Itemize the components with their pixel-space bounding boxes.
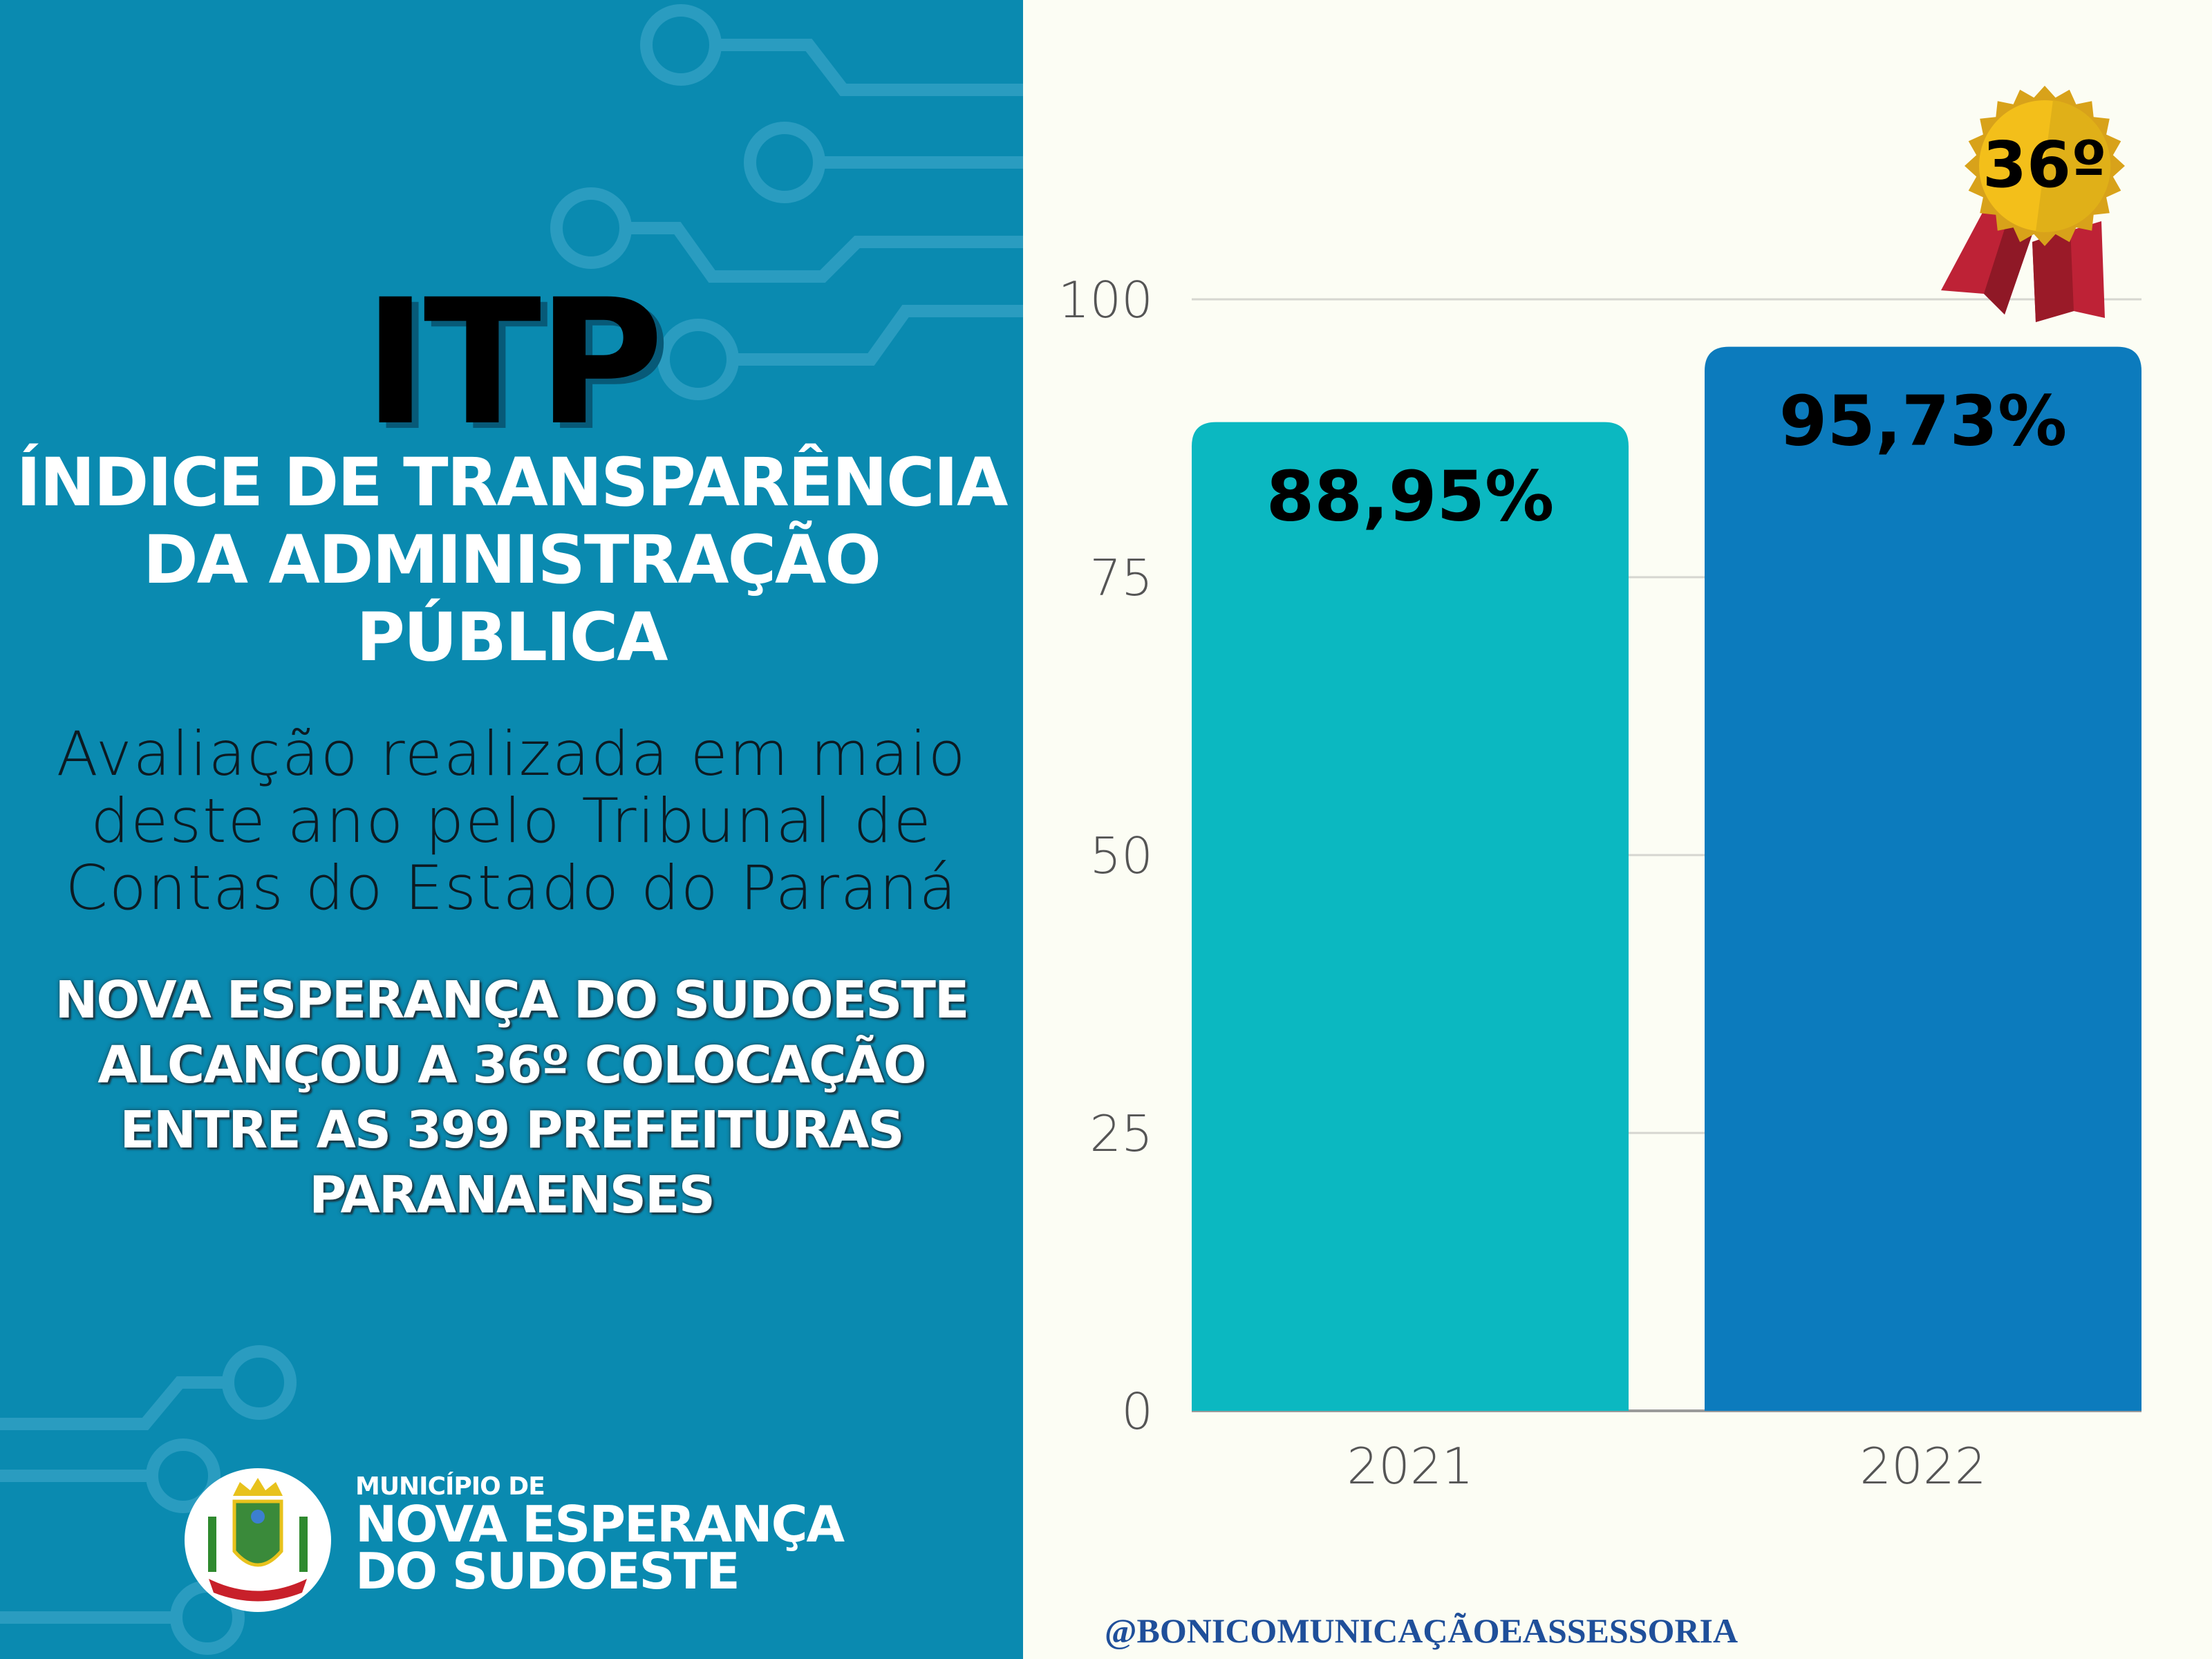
bar-2022 [1705, 346, 2141, 1411]
description: Avaliação realizada em maio deste ano pe… [0, 720, 1023, 921]
page-title: ITP [363, 262, 664, 463]
highlight-text: NOVA ESPERANÇA DO SUDOESTE ALCANÇOU A 36… [0, 968, 1023, 1228]
logo-line1: NOVA ESPERANÇA [355, 1495, 845, 1553]
subtitle: ÍNDICE DE TRANSPARÊNCIA DA ADMINISTRAÇÃO… [0, 444, 1023, 676]
data-label: 88,95% [1266, 456, 1555, 537]
bar-2021 [1192, 422, 1629, 1411]
highlight-line: PARANAENSES [309, 1165, 715, 1225]
description-line: Avaliação realizada em maio [56, 718, 967, 789]
logo-pre: MUNICÍPIO DE [355, 1472, 545, 1501]
data-label: 95,73% [1779, 381, 2068, 462]
x-tick-label: 2021 [1347, 1437, 1473, 1495]
left-panel: ITP ÍNDICE DE TRANSPARÊNCIA DA ADMINISTR… [0, 0, 1023, 1659]
subtitle-line: ÍNDICE DE TRANSPARÊNCIA [16, 444, 1009, 521]
ranking-badge: 36º [1941, 86, 2125, 322]
logo-line2: DO SUDOESTE [355, 1542, 740, 1600]
subtitle-line: PÚBLICA [356, 599, 668, 676]
footer-handle: @BONICOMUNICAÇÃOEASSESSORIA [1105, 1611, 1738, 1650]
y-tick-label: 50 [1089, 827, 1153, 885]
highlight-line: ALCANÇOU A 36º COLOCAÇÃO [97, 1035, 926, 1095]
x-tick-label: 2022 [1859, 1437, 1986, 1495]
highlight-line: ENTRE AS 399 PREFEITURAS [120, 1100, 904, 1160]
highlight-line: NOVA ESPERANÇA DO SUDOESTE [55, 971, 970, 1030]
description-line: deste ano pelo Tribunal de [91, 785, 932, 856]
badge-label: 36º [1983, 128, 2107, 202]
y-tick-label: 0 [1121, 1382, 1153, 1441]
coat-of-arms-logo [185, 1468, 331, 1612]
y-tick-label: 25 [1089, 1105, 1153, 1163]
y-tick-label: 75 [1089, 549, 1153, 607]
description-line: Contas do Estado do Paraná [65, 852, 958, 924]
subtitle-line: DA ADMINISTRAÇÃO [143, 521, 881, 599]
circuit-decoration [0, 4, 1023, 1655]
municipality-logo-text: MUNICÍPIO DE NOVA ESPERANÇA DO SUDOESTE [355, 1472, 845, 1600]
y-tick-label: 100 [1058, 271, 1153, 329]
